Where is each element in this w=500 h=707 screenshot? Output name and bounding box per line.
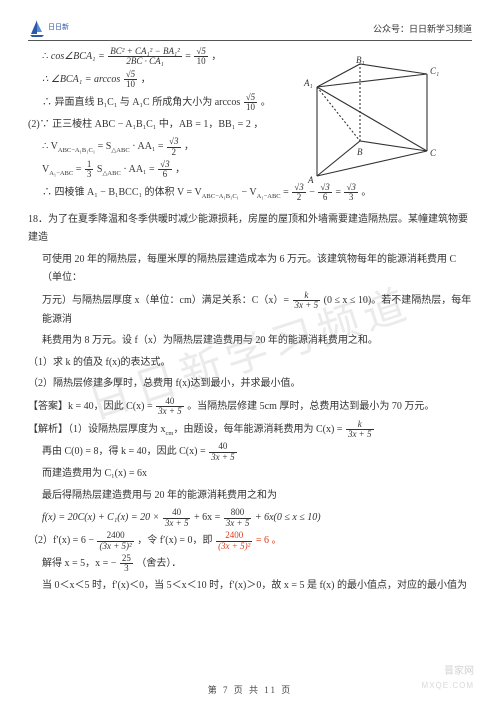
logo-text: 日日新	[48, 21, 69, 34]
solution-line: 最后得隔热层建造费用与 20 年的能源消耗费用之和为	[28, 487, 472, 506]
solution-line: f(x) = 20C(x) + C₁(x) = 20 × 403x + 5 + …	[28, 508, 472, 528]
svg-text:A₁: A₁	[303, 78, 313, 88]
q18-sub1: （1）求 k 的值及 f(x)的表达式。	[28, 354, 472, 373]
q18-text: 18．为了在夏季降温和冬季供暖时减少能源损耗，房屋的屋顶和外墙需要建造隔热层。某…	[28, 211, 472, 248]
step-line: VA₁−ABC = 13 S△ABC · AA₁ = √36 ，	[28, 160, 323, 180]
answer-line: 【答案】k = 40，因此 C(x) = 403x + 5 。当隔热层修建 5c…	[28, 397, 472, 417]
channel-label: 公众号：日日新学习频道	[373, 21, 472, 38]
page-footer: 第 7 页 共 11 页	[0, 682, 500, 699]
svg-text:B: B	[357, 147, 363, 157]
svg-text:C₁: C₁	[430, 66, 439, 76]
step-line: ∴ cos∠BCA₁ = BC² + CA₁² − BA₁²2BC · CA₁ …	[28, 47, 323, 67]
solution-line: 当 0＜x＜5 时，f′(x)＜0，当 5＜x＜10 时，f′(x)＞0，故 x…	[28, 577, 472, 596]
step-line: ∴ 异面直线 B₁C₁ 与 A₁C 所成角大小为 arccos √510 。	[28, 93, 323, 113]
q18-sub2: （2）隔热层修建多厚时，总费用 f(x)达到最小，并求最小值。	[28, 375, 472, 394]
solution-line: 解得 x = 5，x = − 253 （舍去）．	[28, 554, 472, 574]
solution-line: 再由 C(0) = 8，得 k = 40，因此 C(x) = 403x + 5	[28, 442, 472, 462]
q18-text: 耗费用为 8 万元。设 f（x）为隔热层建造费用与 20 年的能源消耗费用之和。	[28, 332, 472, 351]
prism-diagram: A B C A₁ B₁ C₁	[302, 56, 442, 186]
step-line: (2)∵ 正三棱柱 ABC − A₁B₁C₁ 中，AB = 1，BB₁ = 2 …	[28, 116, 323, 135]
svg-text:C: C	[430, 148, 437, 158]
header-bar: 日日新 公众号：日日新学习频道	[28, 18, 472, 41]
solution-line: 而建造费用为 C₁(x) = 6x	[28, 465, 472, 484]
q18-text: 可使用 20 年的隔热层，每厘米厚的隔热层建造成本为 6 万元。该建筑物每年的能…	[28, 251, 472, 288]
solution-line: 【解析】（1）设隔热层厚度为 xcm，由题设，每年能源消耗费用为 C(x) = …	[28, 420, 472, 440]
svg-text:A: A	[307, 175, 314, 185]
logo: 日日新	[28, 18, 69, 38]
step-line: ∴ VABC−A₁B₁C₁ = S△ABC · AA₁ = √32 ，	[28, 137, 323, 157]
solution-line: （2）f′(x) = 6 − 2400(3x + 5)² ，令 f′(x) = …	[28, 531, 472, 551]
sailboat-icon	[28, 18, 46, 38]
step-line: ∴ ∠BCA₁ = arccos √510 ，	[28, 70, 323, 90]
q18-text: 万元）与隔热层厚度 x（单位：cm）满足关系：C（x）= k3x + 5 (0 …	[28, 291, 472, 329]
svg-text:B₁: B₁	[356, 56, 365, 65]
